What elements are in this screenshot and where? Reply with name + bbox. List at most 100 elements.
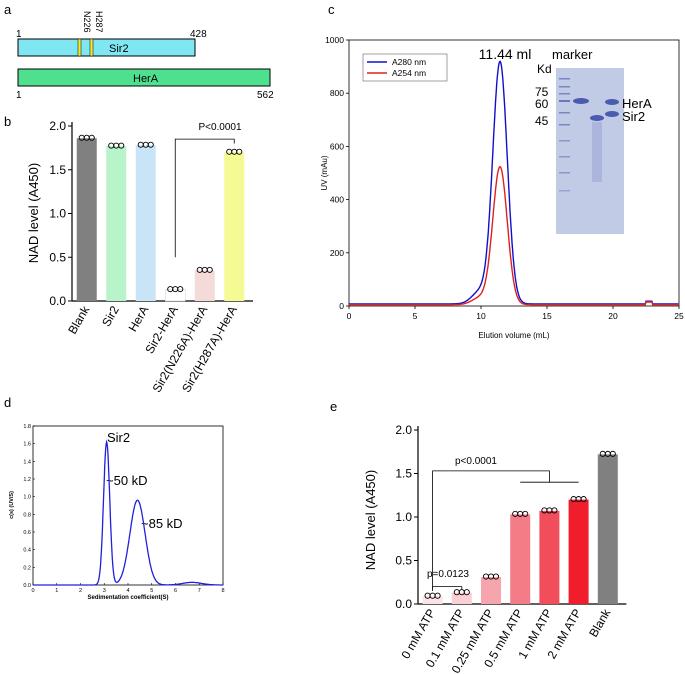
c-plot-frame: [348, 39, 680, 307]
panel-c-chart: UV (mAu) Elution volume (mL) 11.44 ml A2…: [320, 35, 684, 340]
e-bar: [510, 514, 531, 604]
b-significance-bracket: [174, 138, 235, 258]
e-bar: [597, 454, 618, 604]
b-replicate-point: [206, 266, 213, 273]
b-y-tick-label: 2.0: [49, 119, 66, 133]
gel-marker-60: 60: [535, 97, 549, 111]
sir2-domain-bar: [17, 38, 196, 57]
c-x-tick-label: 25: [674, 311, 684, 321]
c-legend-a254-label: A254 nm: [392, 68, 426, 78]
panel-b-chart: NAD level (A450) P<0.0001 0.0 0.5 1.0 1.5 2.…: [26, 119, 253, 395]
d-title: Sir2: [107, 430, 130, 445]
d-x-tick-label: 0: [31, 588, 34, 594]
b-category-label: HerA: [126, 304, 152, 335]
hera-domain-bar: [17, 68, 271, 87]
e-y-tick-label: 2.0: [395, 423, 412, 437]
d-x-tick-label: 5: [150, 588, 153, 594]
gel-smear-lane3: [592, 122, 602, 182]
panel-label-a: a: [4, 2, 12, 17]
d-x-tick-label: 6: [174, 588, 177, 594]
gel-hera-band-lane2: [573, 98, 589, 104]
e-y-tick-label: 1.0: [395, 510, 412, 524]
gel-sir2-band-lane3: [590, 115, 604, 121]
n226-label: N226: [82, 11, 92, 33]
gel-marker-75: 75: [535, 85, 549, 99]
c-x-tick-label: 10: [476, 311, 486, 321]
e-p2-annotation: p=0.0123: [427, 569, 469, 580]
c-y-tick-label: 0: [339, 301, 344, 311]
b-replicate-point: [147, 141, 154, 148]
d-peak2-label: ~85 kD: [141, 516, 183, 531]
b-y-tick-label: 0.0: [49, 294, 66, 308]
e-replicate-point: [551, 507, 558, 514]
e-significance-bracket-small: [432, 586, 463, 590]
b-bar: [224, 152, 245, 301]
c-series-line-a254: [349, 165, 679, 306]
d-x-tick-label: 7: [198, 588, 201, 594]
b-p-annotation: P<0.0001: [198, 122, 242, 133]
b-bar: [194, 270, 215, 301]
gel-kd-unit: Kd: [537, 62, 552, 76]
panel-label-e: e: [330, 399, 337, 414]
d-x-tick-label: 2: [79, 588, 82, 594]
hera-domain-label: HerA: [133, 73, 159, 85]
sir2-end-label: 428: [190, 29, 207, 40]
e-y-tick-label: 0.0: [395, 597, 412, 611]
d-x-tick-label: 1: [55, 588, 58, 594]
b-category-label: Blank: [65, 303, 93, 337]
c-series-line-a280: [349, 60, 679, 305]
c-y-tick-label: 400: [330, 195, 344, 205]
b-replicate-point: [88, 134, 95, 141]
panel-label-d: d: [4, 395, 11, 410]
b-y-axis-label: NAD level (A450): [26, 163, 41, 263]
c-x-axis-label: Elution volume (mL): [478, 331, 549, 340]
c-y-tick-label: 800: [330, 88, 344, 98]
panel-label-c: c: [328, 2, 335, 17]
d-y-tick-label: 0.6: [23, 530, 31, 536]
e-replicate-point: [463, 589, 470, 596]
e-bar: [451, 592, 472, 604]
e-replicate-point: [580, 496, 587, 503]
panel-label-b: b: [4, 114, 11, 129]
d-distribution-line: [33, 439, 223, 586]
c-x-tick-label: 15: [542, 311, 552, 321]
e-replicate-point: [609, 450, 616, 457]
gel-hera-label: HerA: [622, 96, 652, 111]
c-x-tick-label: 5: [413, 311, 418, 321]
e-bar: [422, 596, 443, 604]
d-peak1-label: ~50 kD: [106, 473, 148, 488]
b-bar: [165, 289, 186, 302]
e-p1-annotation: p<0.0001: [455, 456, 497, 467]
e-significance-bracket-main: [432, 470, 550, 591]
d-plot-frame: [32, 425, 224, 586]
gel-sir2-band-lane4: [605, 111, 619, 117]
d-y-tick-label: 0.0: [23, 583, 31, 589]
d-y-tick-label: 1.4: [23, 459, 31, 465]
d-y-axis-label: c(s) (UV/S): [9, 491, 15, 519]
d-x-tick-label: 8: [221, 588, 224, 594]
panel-d-chart: c(s) (UV/S) Sedimentation coefficient(S)…: [9, 424, 225, 601]
c-y-axis-label: UV (mAu): [320, 155, 329, 190]
b-bar: [76, 138, 97, 301]
sir2-start-label: 1: [16, 29, 22, 40]
e-bar: [568, 499, 589, 604]
e-y-axis-label: NAD level (A450): [363, 470, 378, 570]
d-y-tick-label: 0.4: [23, 548, 31, 554]
gel-image-tint: [556, 68, 624, 234]
b-y-tick-label: 0.5: [49, 250, 66, 264]
b-y-tick-label: 1.5: [49, 163, 66, 177]
c-y-tick-label: 600: [330, 141, 344, 151]
d-x-axis-label: Sedimentation coefficient(S): [87, 595, 168, 601]
b-bar: [106, 146, 127, 301]
d-y-tick-label: 1.8: [23, 424, 31, 430]
sir2-domain-label: Sir2: [109, 43, 129, 55]
c-y-tick-label: 200: [330, 248, 344, 258]
gel-sir2-label: Sir2: [622, 109, 645, 124]
c-x-tick-label: 0: [347, 311, 352, 321]
e-replicate-point: [492, 573, 500, 580]
d-y-tick-label: 1.6: [23, 442, 31, 448]
d-y-tick-label: 1.0: [23, 495, 31, 501]
gel-marker-lane: [559, 78, 570, 192]
b-bar: [135, 145, 156, 301]
